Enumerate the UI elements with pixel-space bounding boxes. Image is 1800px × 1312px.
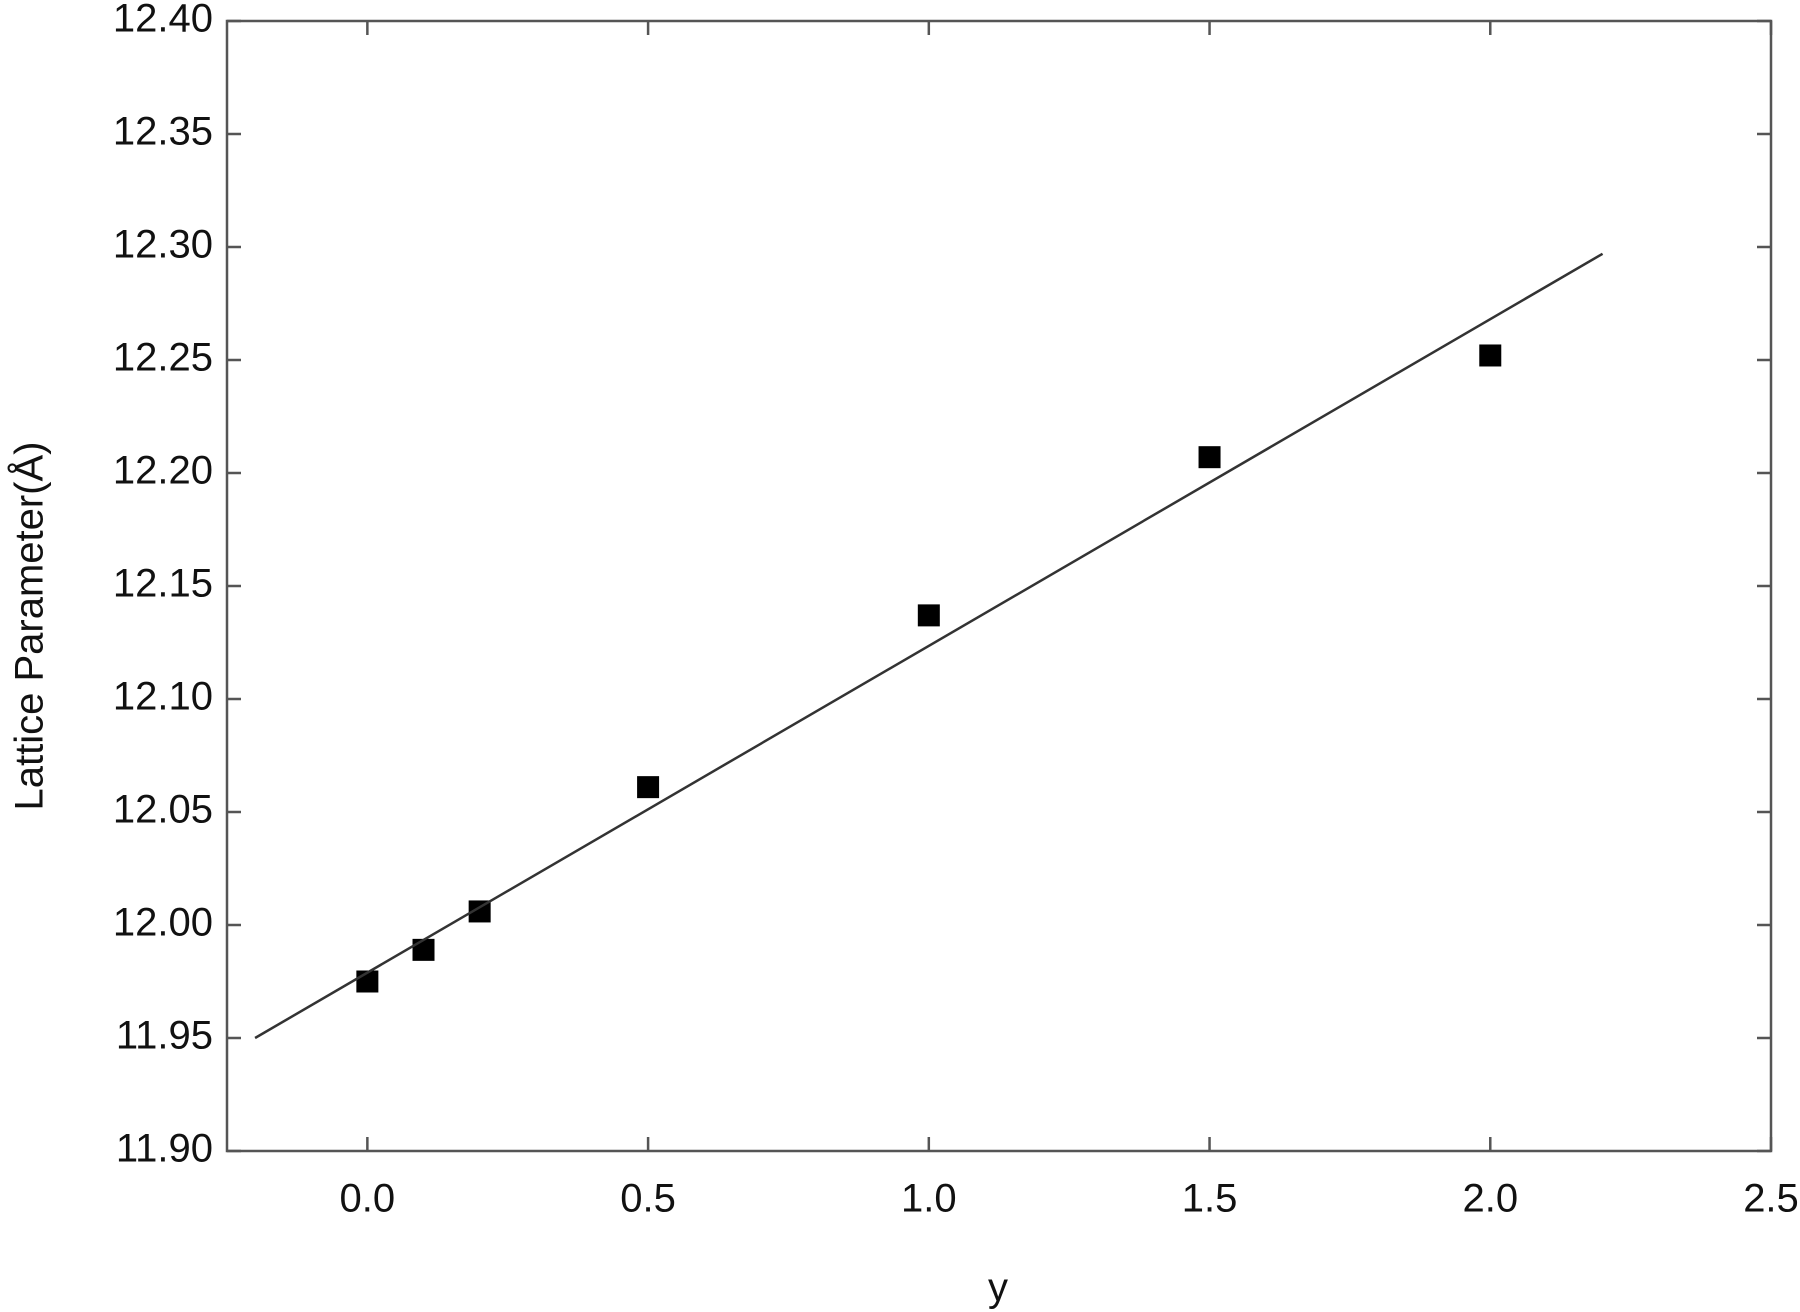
data-point — [1479, 344, 1502, 367]
y-tick-label: 12.15 — [113, 562, 213, 606]
x-tick-label: 1.5 — [1182, 1177, 1238, 1221]
y-tick-label: 12.25 — [113, 336, 213, 380]
y-tick-label: 11.95 — [116, 1014, 213, 1058]
fit-line — [254, 252, 1604, 1040]
x-tick-label: 1.0 — [901, 1177, 957, 1221]
y-tick-label: 11.90 — [116, 1127, 213, 1171]
x-tick-label: 0.5 — [620, 1177, 676, 1221]
y-tick-label: 12.40 — [113, 0, 213, 41]
data-point — [917, 604, 940, 627]
y-tick-label: 12.00 — [113, 901, 213, 945]
y-tick-label: 12.30 — [113, 223, 213, 267]
x-tick-label: 2.5 — [1743, 1177, 1799, 1221]
data-point — [412, 938, 435, 961]
y-tick-label: 12.20 — [113, 449, 213, 493]
y-tick-label: 12.35 — [113, 110, 213, 154]
y-tick-label: 12.05 — [113, 788, 213, 832]
x-tick-label: 0.0 — [340, 1177, 396, 1221]
data-point — [1198, 446, 1221, 469]
x-axis-label: y — [988, 1266, 1008, 1310]
y-axis-label: Lattice Parameter(Å) — [7, 441, 52, 810]
data-point — [468, 900, 491, 923]
data-point — [637, 776, 660, 799]
x-tick-label: 2.0 — [1462, 1177, 1518, 1221]
plot-frame — [225, 19, 1773, 1153]
y-tick-label: 12.10 — [113, 675, 213, 719]
